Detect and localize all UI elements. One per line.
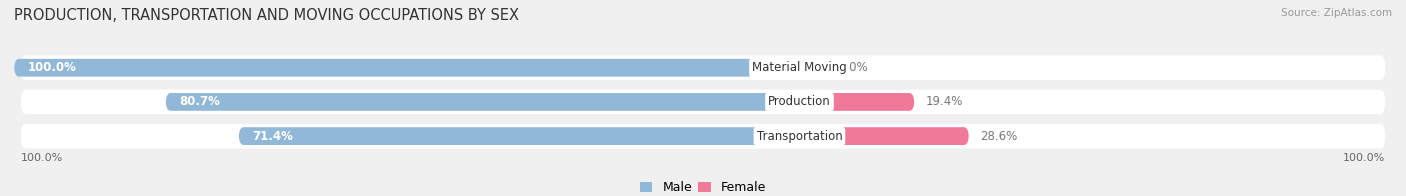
FancyBboxPatch shape <box>21 90 1385 114</box>
Text: 80.7%: 80.7% <box>180 95 221 108</box>
Text: Production: Production <box>768 95 831 108</box>
FancyBboxPatch shape <box>800 127 969 145</box>
FancyBboxPatch shape <box>21 124 1385 148</box>
FancyBboxPatch shape <box>800 59 827 77</box>
FancyBboxPatch shape <box>166 93 800 111</box>
FancyBboxPatch shape <box>800 93 914 111</box>
Text: PRODUCTION, TRANSPORTATION AND MOVING OCCUPATIONS BY SEX: PRODUCTION, TRANSPORTATION AND MOVING OC… <box>14 8 519 23</box>
Legend: Male, Female: Male, Female <box>636 176 770 196</box>
Text: 100.0%: 100.0% <box>1343 153 1385 163</box>
FancyBboxPatch shape <box>14 59 800 77</box>
Text: 100.0%: 100.0% <box>21 153 63 163</box>
Text: Material Moving: Material Moving <box>752 61 846 74</box>
Text: Transportation: Transportation <box>756 130 842 143</box>
Text: 28.6%: 28.6% <box>980 130 1017 143</box>
Text: 100.0%: 100.0% <box>28 61 77 74</box>
Text: 19.4%: 19.4% <box>925 95 963 108</box>
FancyBboxPatch shape <box>21 55 1385 80</box>
Text: 71.4%: 71.4% <box>253 130 294 143</box>
FancyBboxPatch shape <box>239 127 800 145</box>
Text: Source: ZipAtlas.com: Source: ZipAtlas.com <box>1281 8 1392 18</box>
Text: 0.0%: 0.0% <box>838 61 868 74</box>
